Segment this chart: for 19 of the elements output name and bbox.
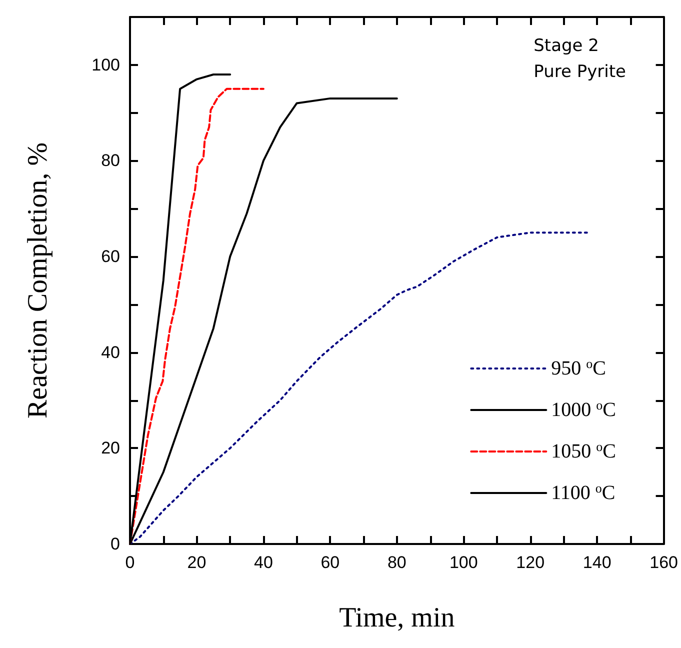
y-tick-label: 60 <box>101 247 120 266</box>
y-tick-label: 80 <box>101 151 120 170</box>
x-tick-label: 80 <box>387 553 406 572</box>
y-tick-label: 40 <box>101 342 120 362</box>
annotation: Stage 2 Pure Pyrite <box>534 36 626 82</box>
y-tick-label: 20 <box>101 438 120 458</box>
x-tick-label: 0 <box>125 553 135 572</box>
line-series <box>129 88 264 545</box>
x-tick-label: 100 <box>449 553 478 572</box>
x-tick-label: 140 <box>582 553 612 572</box>
y-tick-label: 100 <box>92 55 120 74</box>
x-tick-label: 60 <box>320 553 340 572</box>
y-tick-label: 0 <box>110 534 120 554</box>
x-axis-title: Time, min <box>339 602 455 634</box>
x-tick-label: 40 <box>254 553 273 572</box>
x-tick-label: 160 <box>650 553 678 572</box>
x-tick-label: 20 <box>187 553 206 572</box>
y-axis-title: Reaction Completion, % <box>22 142 54 419</box>
x-tick-label: 120 <box>516 553 545 572</box>
